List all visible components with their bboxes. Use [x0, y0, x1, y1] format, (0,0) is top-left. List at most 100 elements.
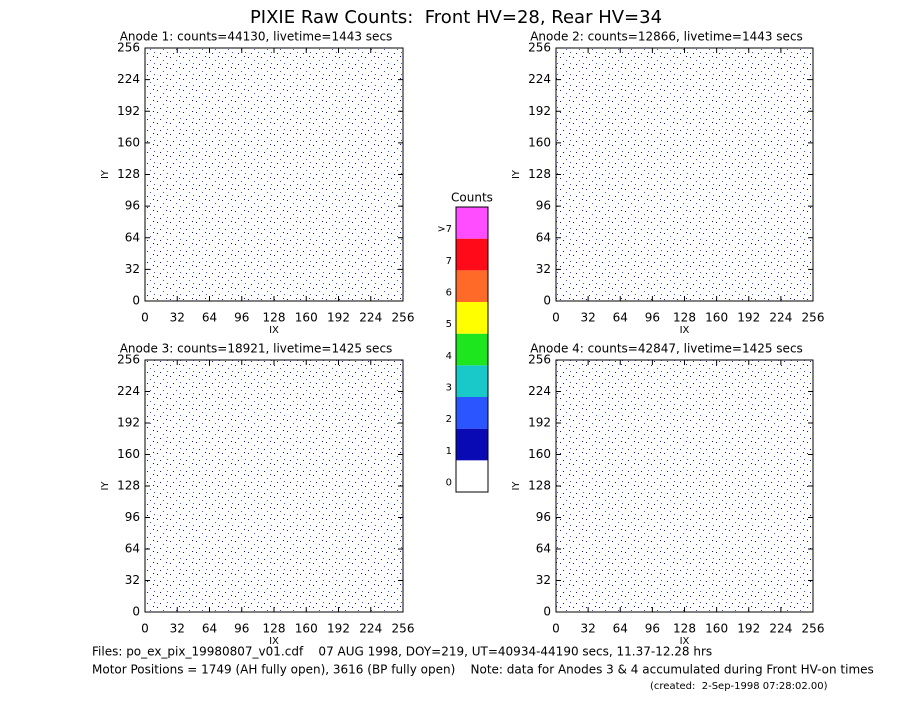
x-tick-label: 224 [769, 311, 792, 325]
colorbar-label: 1 [446, 446, 452, 457]
y-tick-label: 128 [528, 479, 551, 493]
x-tick-label: 0 [552, 622, 560, 636]
x-tick-label: 96 [234, 622, 249, 636]
y-tick-label: 96 [536, 199, 551, 213]
colorbar-title: Counts [451, 191, 493, 205]
y-tick-label: 0 [543, 294, 551, 308]
x-tick-label: 160 [295, 311, 318, 325]
colorbar-cell [456, 428, 488, 461]
colorbar-cell [456, 270, 488, 302]
colorbar-label: 3 [446, 383, 452, 394]
colorbar-cell [456, 397, 488, 429]
y-tick-label: 96 [536, 510, 551, 524]
footer-created: (created: 2-Sep-1998 07:28:02.00) [650, 681, 828, 692]
x-tick-label: 0 [141, 622, 149, 636]
y-tick-label: 160 [117, 135, 140, 149]
y-tick-label: 192 [117, 416, 140, 430]
y-tick-label: 64 [536, 542, 551, 556]
x-tick-label: 64 [613, 622, 628, 636]
x-tick-label: 256 [392, 311, 415, 325]
y-tick-label: 224 [117, 384, 140, 398]
colorbar-label: 6 [446, 288, 452, 299]
colorbar-label: 0 [446, 478, 452, 489]
y-tick-label: 192 [528, 104, 551, 118]
plot-area [145, 360, 403, 612]
x-tick-label: 32 [580, 622, 595, 636]
y-tick-label: 0 [132, 605, 140, 619]
y-axis-label: IY [511, 169, 522, 179]
y-tick-label: 192 [117, 104, 140, 118]
plot-area [556, 360, 813, 612]
y-axis-label: IY [100, 169, 111, 179]
colorbar-label: >7 [437, 224, 452, 235]
y-tick-label: 160 [528, 135, 551, 149]
y-tick-label: 32 [125, 573, 140, 587]
x-tick-label: 64 [202, 622, 217, 636]
x-tick-label: 224 [359, 311, 382, 325]
x-tick-label: 128 [673, 622, 696, 636]
x-axis-label: IX [680, 636, 690, 647]
x-axis-label: IX [269, 325, 279, 336]
colorbar-cell [456, 333, 488, 366]
y-tick-label: 256 [528, 353, 551, 367]
footer-files: Files: po_ex_pix_19980807_v01.cdf 07 AUG… [92, 645, 712, 659]
panel-title: Anode 2: counts=12866, livetime=1443 sec… [530, 30, 803, 44]
colorbar-cell [456, 460, 488, 492]
x-tick-label: 224 [769, 622, 792, 636]
y-tick-label: 128 [528, 167, 551, 181]
colorbar-frame [455, 206, 489, 493]
y-tick-label: 256 [117, 353, 140, 367]
colorbar-label: 5 [446, 319, 452, 330]
x-tick-label: 160 [705, 622, 728, 636]
colorbar-label: 2 [446, 414, 452, 425]
x-tick-label: 96 [645, 622, 660, 636]
y-tick-label: 256 [117, 41, 140, 55]
panel-title: Anode 1: counts=44130, livetime=1443 sec… [120, 30, 393, 44]
y-tick-label: 160 [528, 447, 551, 461]
y-tick-label: 64 [125, 230, 140, 244]
x-tick-label: 96 [234, 311, 249, 325]
x-tick-label: 128 [263, 311, 286, 325]
x-tick-label: 128 [673, 311, 696, 325]
x-tick-label: 96 [645, 311, 660, 325]
y-tick-label: 224 [528, 384, 551, 398]
y-axis-label: IY [511, 481, 522, 491]
x-tick-label: 160 [705, 311, 728, 325]
x-tick-label: 256 [802, 622, 825, 636]
x-axis-label: IX [680, 325, 690, 336]
y-tick-label: 96 [125, 199, 140, 213]
y-tick-label: 224 [528, 72, 551, 86]
x-tick-label: 64 [202, 311, 217, 325]
y-tick-label: 192 [528, 416, 551, 430]
y-tick-label: 64 [125, 542, 140, 556]
y-tick-label: 0 [543, 605, 551, 619]
y-tick-label: 32 [125, 262, 140, 276]
x-tick-label: 192 [327, 622, 350, 636]
plot-area [145, 48, 403, 301]
panel-title: Anode 4: counts=42847, livetime=1425 sec… [530, 342, 803, 356]
colorbar-cell [456, 365, 488, 397]
x-tick-label: 0 [141, 311, 149, 325]
y-tick-label: 96 [125, 510, 140, 524]
x-tick-label: 256 [392, 622, 415, 636]
y-axis-label: IY [100, 481, 111, 491]
y-tick-label: 32 [536, 262, 551, 276]
x-tick-label: 64 [613, 311, 628, 325]
x-tick-label: 224 [359, 622, 382, 636]
colorbar-cell [456, 207, 488, 239]
x-tick-label: 128 [263, 622, 286, 636]
y-tick-label: 32 [536, 573, 551, 587]
plot-area [556, 48, 813, 301]
x-tick-label: 160 [295, 622, 318, 636]
x-tick-label: 32 [170, 622, 185, 636]
y-tick-label: 128 [117, 167, 140, 181]
x-tick-label: 256 [802, 311, 825, 325]
page-title: PIXIE Raw Counts: Front HV=28, Rear HV=3… [250, 7, 662, 28]
x-tick-label: 192 [737, 311, 760, 325]
colorbar-label: 7 [446, 256, 452, 267]
y-tick-label: 128 [117, 479, 140, 493]
x-tick-label: 192 [327, 311, 350, 325]
x-tick-label: 0 [552, 311, 560, 325]
colorbar-label: 4 [446, 351, 452, 362]
